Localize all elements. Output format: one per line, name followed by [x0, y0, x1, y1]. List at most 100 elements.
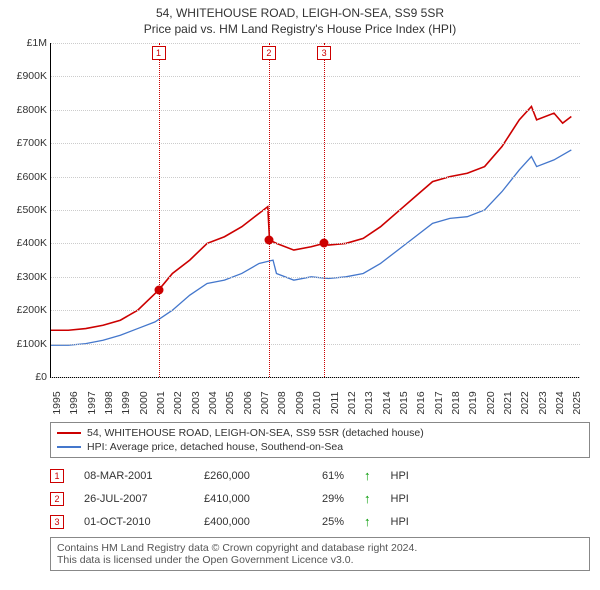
plot-region: £0£100K£200K£300K£400K£500K£600K£700K£80…: [50, 43, 580, 378]
sale-suffix: HPI: [391, 470, 409, 482]
sale-date: 26-JUL-2007: [84, 493, 184, 505]
legend-label: HPI: Average price, detached house, Sout…: [87, 441, 343, 453]
x-axis-label: 2004: [207, 391, 219, 414]
x-axis-label: 1995: [51, 391, 63, 414]
x-axis-label: 2002: [172, 391, 184, 414]
x-axis-label: 2025: [571, 391, 583, 414]
chart-titles: 54, WHITEHOUSE ROAD, LEIGH-ON-SEA, SS9 5…: [0, 0, 600, 38]
footer-attribution: Contains HM Land Registry data © Crown c…: [50, 537, 590, 571]
x-axis-label: 1996: [68, 391, 80, 414]
x-axis-label: 2010: [311, 391, 323, 414]
chart-area: £0£100K£200K£300K£400K£500K£600K£700K£80…: [50, 38, 590, 418]
x-axis-label: 2000: [138, 391, 150, 414]
y-axis-label: £1M: [3, 37, 47, 49]
y-gridline: [51, 243, 580, 244]
sale-suffix: HPI: [391, 493, 409, 505]
x-axis-label: 2024: [554, 391, 566, 414]
y-axis-label: £900K: [3, 70, 47, 82]
y-gridline: [51, 310, 580, 311]
x-axis-label: 1998: [103, 391, 115, 414]
legend-item: HPI: Average price, detached house, Sout…: [57, 440, 583, 454]
x-axis-label: 2018: [450, 391, 462, 414]
y-axis-label: £300K: [3, 271, 47, 283]
x-axis-label: 2012: [346, 391, 358, 414]
event-point: [264, 236, 273, 245]
series-line-price_paid: [51, 106, 571, 330]
x-axis-label: 2017: [433, 391, 445, 414]
x-axis-label: 2005: [224, 391, 236, 414]
legend: 54, WHITEHOUSE ROAD, LEIGH-ON-SEA, SS9 5…: [50, 422, 590, 458]
x-axis-label: 2014: [381, 391, 393, 414]
y-gridline: [51, 110, 580, 111]
event-marker: 2: [262, 46, 276, 60]
sale-pct: 29%: [304, 493, 344, 505]
sale-date: 08-MAR-2001: [84, 470, 184, 482]
y-axis-label: £200K: [3, 304, 47, 316]
x-axis-label: 2019: [467, 391, 479, 414]
y-axis-label: £0: [3, 371, 47, 383]
event-point: [320, 239, 329, 248]
x-axis-label: 2009: [294, 391, 306, 414]
y-gridline: [51, 344, 580, 345]
sale-row: 3 01-OCT-2010 £400,000 25% ↑ HPI: [50, 510, 590, 533]
x-axis-label: 2015: [398, 391, 410, 414]
title-address: 54, WHITEHOUSE ROAD, LEIGH-ON-SEA, SS9 5…: [0, 6, 600, 20]
sale-row: 2 26-JUL-2007 £410,000 29% ↑ HPI: [50, 487, 590, 510]
x-axis-label: 2023: [537, 391, 549, 414]
y-gridline: [51, 210, 580, 211]
y-axis-label: £800K: [3, 104, 47, 116]
legend-swatch: [57, 432, 81, 434]
y-gridline: [51, 377, 580, 378]
arrow-up-icon: ↑: [364, 491, 371, 506]
y-gridline: [51, 43, 580, 44]
x-axis-label: 2021: [502, 391, 514, 414]
event-vline: [269, 43, 270, 377]
x-axis-label: 2008: [276, 391, 288, 414]
x-axis-label: 2011: [329, 392, 341, 415]
sale-marker: 1: [50, 469, 64, 483]
sale-marker: 3: [50, 515, 64, 529]
arrow-up-icon: ↑: [364, 468, 371, 483]
event-vline: [324, 43, 325, 377]
sale-pct: 25%: [304, 516, 344, 528]
y-axis-label: £100K: [3, 338, 47, 350]
event-vline: [159, 43, 160, 377]
y-axis-label: £600K: [3, 171, 47, 183]
sale-row: 1 08-MAR-2001 £260,000 61% ↑ HPI: [50, 464, 590, 487]
footer-line2: This data is licensed under the Open Gov…: [57, 554, 583, 566]
event-marker: 1: [152, 46, 166, 60]
sale-suffix: HPI: [391, 516, 409, 528]
y-gridline: [51, 177, 580, 178]
title-subtitle: Price paid vs. HM Land Registry's House …: [0, 22, 600, 36]
sale-price: £410,000: [204, 493, 284, 505]
x-axis-label: 2016: [415, 391, 427, 414]
legend-label: 54, WHITEHOUSE ROAD, LEIGH-ON-SEA, SS9 5…: [87, 427, 424, 439]
x-axis-label: 1997: [86, 391, 98, 414]
x-axis-label: 2007: [259, 391, 271, 414]
sale-marker: 2: [50, 492, 64, 506]
x-axis-label: 2013: [363, 391, 375, 414]
y-gridline: [51, 76, 580, 77]
y-axis-label: £500K: [3, 204, 47, 216]
x-axis-label: 2020: [485, 391, 497, 414]
sales-table: 1 08-MAR-2001 £260,000 61% ↑ HPI 2 26-JUL-2007 £…: [50, 464, 590, 533]
x-axis-label: 2022: [519, 391, 531, 414]
arrow-up-icon: ↑: [364, 514, 371, 529]
x-axis-label: 1999: [120, 391, 132, 414]
y-gridline: [51, 143, 580, 144]
x-axis-label: 2006: [242, 391, 254, 414]
sale-price: £260,000: [204, 470, 284, 482]
y-gridline: [51, 277, 580, 278]
y-axis-label: £400K: [3, 237, 47, 249]
footer-line1: Contains HM Land Registry data © Crown c…: [57, 542, 583, 554]
sale-pct: 61%: [304, 470, 344, 482]
sale-price: £400,000: [204, 516, 284, 528]
x-axis-label: 2003: [190, 391, 202, 414]
event-marker: 3: [317, 46, 331, 60]
sale-date: 01-OCT-2010: [84, 516, 184, 528]
y-axis-label: £700K: [3, 137, 47, 149]
x-axis-label: 2001: [155, 391, 167, 414]
event-point: [154, 286, 163, 295]
legend-item: 54, WHITEHOUSE ROAD, LEIGH-ON-SEA, SS9 5…: [57, 426, 583, 440]
legend-swatch: [57, 446, 81, 448]
